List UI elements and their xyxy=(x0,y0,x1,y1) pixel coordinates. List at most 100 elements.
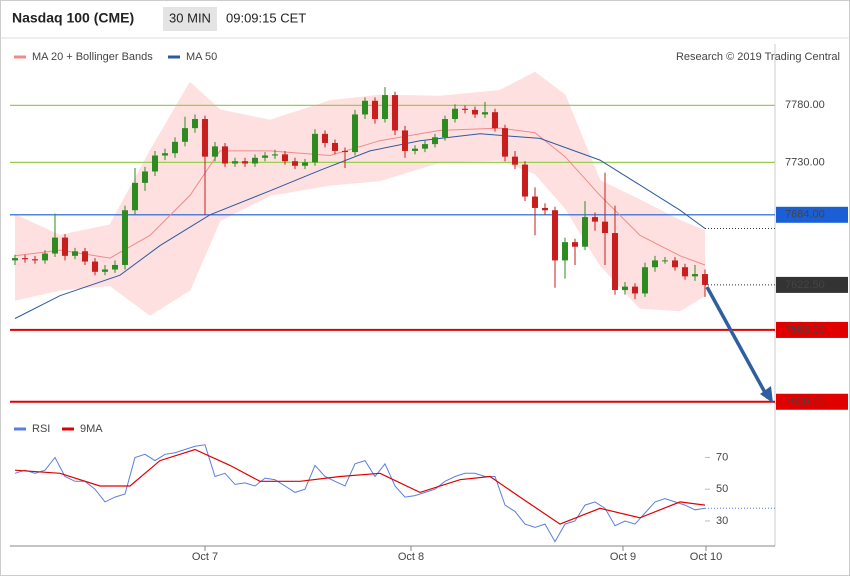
candle-body xyxy=(132,182,138,211)
candle-body xyxy=(52,237,58,254)
ma-line xyxy=(14,127,706,266)
level-label: 7780.00 xyxy=(785,99,825,111)
candle-body xyxy=(372,100,378,120)
level-label: 7520.00 xyxy=(785,396,825,408)
candle-body xyxy=(152,155,158,172)
candle-body xyxy=(552,210,558,261)
candle-body xyxy=(542,207,548,211)
candle-body xyxy=(122,210,128,265)
candle-body xyxy=(72,251,78,256)
candle-body xyxy=(402,130,408,151)
x-tick-label: Oct 7 xyxy=(192,551,218,563)
y-tick-label: 50 xyxy=(716,483,728,495)
candle-body xyxy=(142,171,148,183)
rsi-line xyxy=(14,444,706,543)
level-box xyxy=(776,393,848,410)
time: 09:09:15 CET xyxy=(226,10,306,25)
x-tick-label: Oct 8 xyxy=(398,551,424,563)
candle-body xyxy=(212,146,218,157)
candle-body xyxy=(12,258,18,261)
level-box xyxy=(776,321,848,338)
candle-body xyxy=(302,162,308,166)
candle-body xyxy=(182,128,188,142)
level-box xyxy=(776,206,848,223)
candle-body xyxy=(282,154,288,162)
candle-body xyxy=(22,258,28,260)
candle-body xyxy=(562,242,568,261)
candle-body xyxy=(32,259,38,261)
candle-body xyxy=(292,161,298,166)
candle-body xyxy=(632,286,638,294)
candle-body xyxy=(112,264,118,270)
candle-body xyxy=(672,260,678,268)
candle-body xyxy=(382,95,388,120)
x-tick-label: Oct 9 xyxy=(610,551,636,563)
rsi-line xyxy=(14,448,706,525)
interval-box xyxy=(163,7,217,31)
candle-body xyxy=(432,137,438,145)
candle-body xyxy=(262,155,268,158)
candle-body xyxy=(162,153,168,156)
candle-body xyxy=(412,148,418,151)
candle-body xyxy=(332,142,338,151)
candle-body xyxy=(352,114,358,153)
candle-body xyxy=(492,112,498,129)
candle-body xyxy=(652,260,658,268)
candle-body xyxy=(192,119,198,129)
candle-body xyxy=(422,144,428,149)
candle-body xyxy=(42,253,48,261)
candle-body xyxy=(702,274,708,285)
candle-body xyxy=(232,161,238,164)
candle-body xyxy=(572,242,578,247)
candle-body xyxy=(392,95,398,131)
forecast-arrow xyxy=(705,286,770,399)
candle-body xyxy=(312,133,318,163)
x-tick-label: Oct 10 xyxy=(690,551,722,563)
candle-body xyxy=(532,196,538,208)
candle-body xyxy=(522,164,528,197)
forecast-arrowhead xyxy=(760,386,773,403)
candle-body xyxy=(102,269,108,272)
candle-body xyxy=(442,119,448,138)
level-label: 7583.00 xyxy=(785,324,825,336)
candle-body xyxy=(82,251,88,262)
candle-body xyxy=(342,150,348,153)
level-label: 7684.00 xyxy=(785,209,825,221)
ma-line xyxy=(14,133,706,319)
y-tick-label: 30 xyxy=(716,515,728,527)
candle-body xyxy=(252,157,258,164)
candle-body xyxy=(322,133,328,143)
candle-body xyxy=(622,286,628,291)
candle-body xyxy=(662,260,668,262)
candle-body xyxy=(62,237,68,256)
candle-body xyxy=(452,108,458,120)
bollinger-upper xyxy=(14,71,706,236)
legend-label: 9MA xyxy=(80,423,103,435)
candle-body xyxy=(512,156,518,165)
y-tick-label: 70 xyxy=(716,451,728,463)
candle-body xyxy=(502,128,508,157)
candle-body xyxy=(482,112,488,115)
candle-body xyxy=(682,267,688,277)
level-label: 7730.00 xyxy=(785,156,825,168)
candle-body xyxy=(462,108,468,110)
candle-body xyxy=(692,274,698,277)
last-price-box xyxy=(776,276,848,293)
credit: Research © 2019 Trading Central xyxy=(676,51,840,63)
interval: 30 MIN xyxy=(169,10,211,25)
candle-body xyxy=(222,146,228,164)
candle-body xyxy=(362,100,368,115)
legend-label: MA 50 xyxy=(186,51,217,63)
legend-label: RSI xyxy=(32,423,50,435)
candle-body xyxy=(202,119,208,157)
title: Nasdaq 100 (CME) xyxy=(12,10,134,26)
candle-body xyxy=(602,221,608,234)
candle-body xyxy=(642,267,648,294)
candle-body xyxy=(242,161,248,164)
candle-body xyxy=(592,217,598,222)
candle-body xyxy=(172,141,178,154)
candle-body xyxy=(472,109,478,115)
candle-body xyxy=(582,217,588,247)
candle-body xyxy=(272,154,278,156)
